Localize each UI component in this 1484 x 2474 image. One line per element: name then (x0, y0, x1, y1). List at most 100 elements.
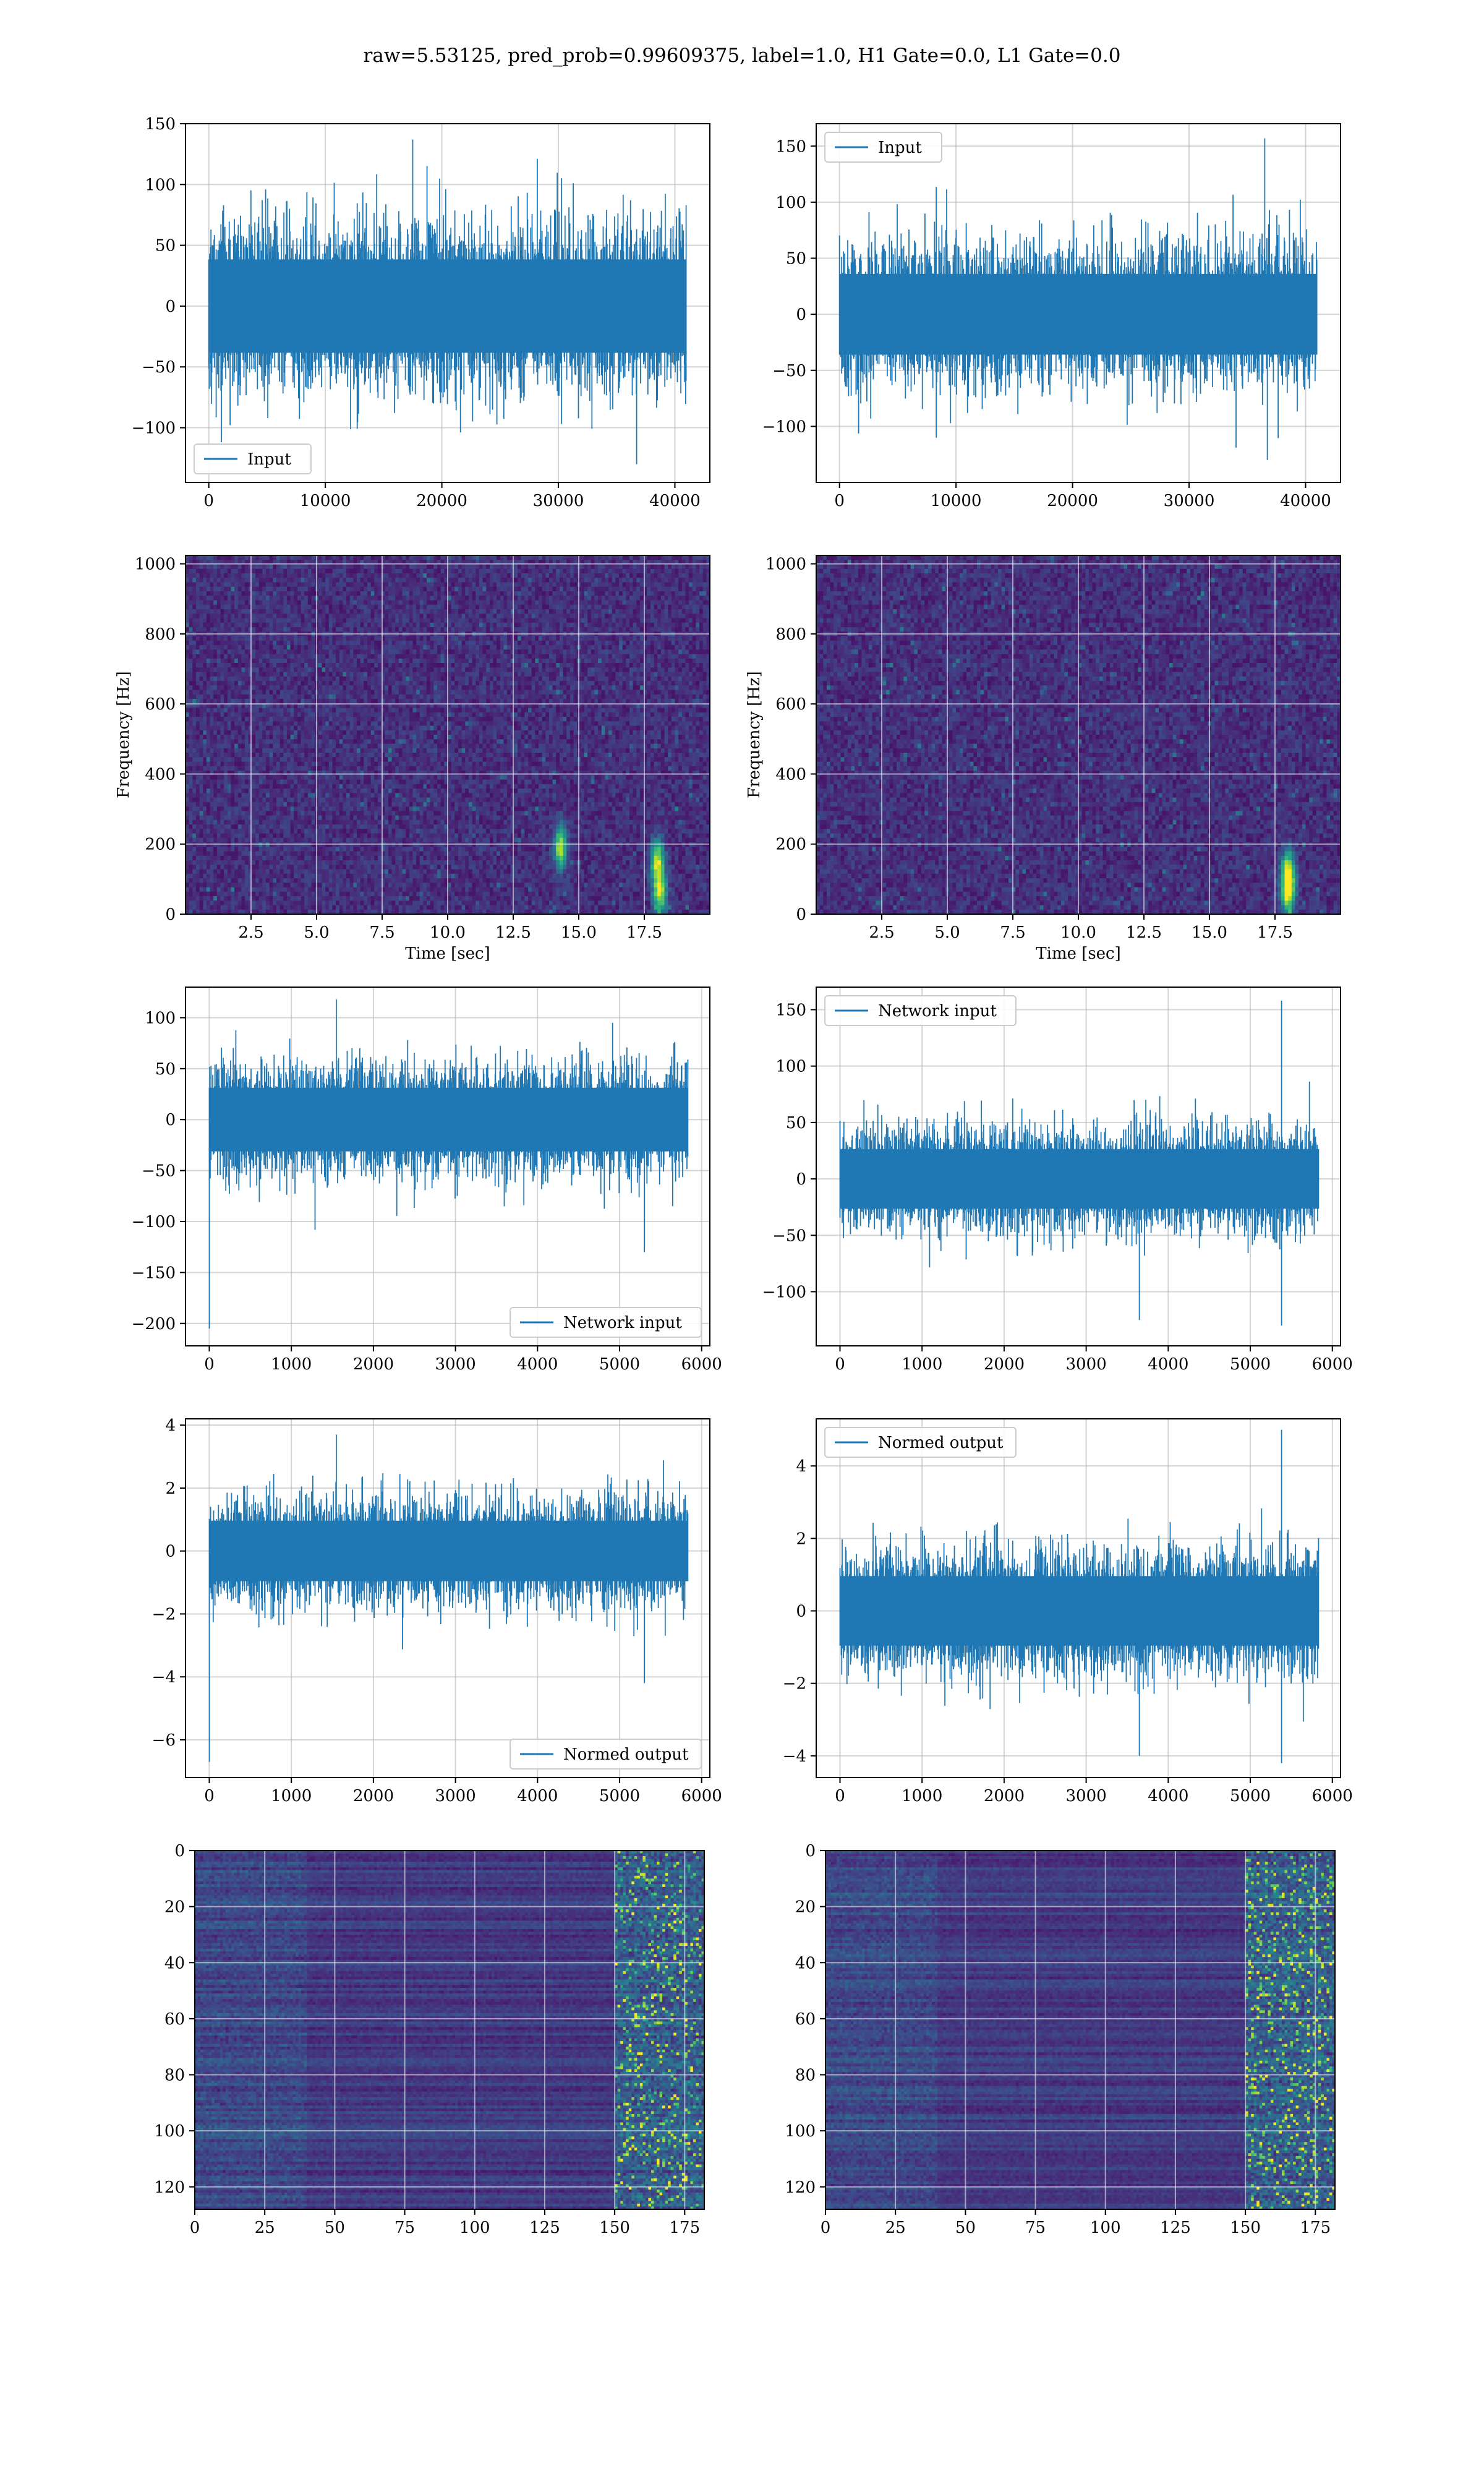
heatmap-cell (252, 587, 255, 592)
heatmap-cell (301, 605, 305, 610)
heatmap-cell (367, 596, 371, 601)
heatmap-cell (308, 569, 312, 574)
heatmap-cell (339, 596, 343, 601)
heatmap-cell (412, 573, 416, 578)
heatmap-cell (207, 605, 210, 610)
heatmap-cell (514, 573, 518, 578)
heatmap-cell (276, 601, 280, 606)
heatmap-cell (524, 578, 528, 583)
heatmap-cell (472, 573, 476, 578)
heatmap-cell (462, 573, 466, 578)
heatmap-cell (672, 573, 675, 578)
heatmap-cell (574, 583, 578, 588)
heatmap-cell (689, 583, 693, 588)
heatmap-cell (262, 565, 266, 570)
heatmap-cell (304, 591, 308, 596)
heatmap-cell (608, 596, 612, 601)
heatmap-cell (249, 591, 252, 596)
heatmap-cell (234, 573, 238, 578)
heatmap-cell (409, 573, 413, 578)
heatmap-cell (221, 583, 224, 588)
heatmap-cell (542, 591, 546, 596)
heatmap-cell (255, 565, 259, 570)
heatmap-cell (490, 591, 493, 596)
heatmap-cell (483, 583, 487, 588)
heatmap-cell (511, 573, 514, 578)
heatmap-cell (228, 555, 231, 560)
heatmap-cell (259, 569, 263, 574)
heatmap-cell (574, 591, 578, 596)
heatmap-cell (231, 555, 234, 560)
heatmap-cell (472, 583, 476, 588)
heatmap-cell (472, 591, 476, 596)
heatmap-cell (374, 573, 378, 578)
heatmap-cell (612, 583, 616, 588)
heatmap-cell (304, 555, 308, 560)
heatmap-cell (395, 573, 399, 578)
heatmap-cell (497, 565, 500, 570)
heatmap-cell (703, 587, 707, 592)
heatmap-cell (566, 605, 570, 610)
heatmap-cell (553, 601, 556, 606)
heatmap-cell (371, 573, 375, 578)
heatmap-cell (192, 555, 196, 560)
heatmap-cell (353, 573, 357, 578)
heatmap-cell (696, 587, 699, 592)
heatmap-cell (423, 596, 427, 601)
heatmap-cell (587, 591, 591, 596)
heatmap-cell (594, 605, 598, 610)
heatmap-cell (608, 573, 612, 578)
heatmap-cell (693, 565, 696, 570)
heatmap-cell (423, 605, 427, 610)
heatmap-cell (532, 565, 535, 570)
heatmap-cell (598, 578, 602, 583)
heatmap-cell (291, 596, 294, 601)
heatmap-cell (322, 578, 325, 583)
heatmap-cell (280, 583, 284, 588)
heatmap-cell (619, 565, 623, 570)
heatmap-cell (353, 605, 357, 610)
heatmap-cell (503, 578, 507, 583)
heatmap-cell (594, 578, 598, 583)
heatmap-cell (602, 596, 605, 601)
heatmap-cell (629, 573, 633, 578)
heatmap-cell (584, 605, 587, 610)
heatmap-cell (587, 573, 591, 578)
heatmap-cell (291, 578, 294, 583)
heatmap-cell (291, 573, 294, 578)
heatmap-cell (378, 578, 382, 583)
heatmap-cell (462, 596, 466, 601)
heatmap-cell (486, 573, 490, 578)
heatmap-cell (217, 565, 221, 570)
heatmap-cell (535, 569, 539, 574)
heatmap-cell (524, 591, 528, 596)
heatmap-cell (612, 573, 616, 578)
heatmap-cell (196, 596, 200, 601)
heatmap-cell (291, 591, 294, 596)
heatmap-cell (636, 578, 640, 583)
heatmap-cell (497, 569, 500, 574)
heatmap-cell (312, 601, 315, 606)
heatmap-cell (584, 565, 587, 570)
heatmap-cell (416, 569, 420, 574)
heatmap-cell (221, 569, 224, 574)
heatmap-cell (518, 555, 521, 560)
heatmap-cell (231, 601, 234, 606)
heatmap-cell (255, 569, 259, 574)
heatmap-cell (497, 587, 500, 592)
heatmap-cell (665, 583, 668, 588)
heatmap-cell (591, 583, 595, 588)
heatmap-cell (200, 555, 203, 560)
heatmap-cell (420, 573, 424, 578)
heatmap-cell (699, 578, 703, 583)
heatmap-cell (661, 555, 665, 560)
heatmap-cell (437, 565, 441, 570)
heatmap-cell (668, 591, 672, 596)
heatmap-cell (238, 591, 242, 596)
heatmap-cell (549, 578, 553, 583)
heatmap-cell (241, 587, 245, 592)
heatmap-cell (392, 555, 396, 560)
heatmap-cell (654, 578, 658, 583)
heatmap-cell (591, 565, 595, 570)
heatmap-cell (210, 601, 214, 606)
